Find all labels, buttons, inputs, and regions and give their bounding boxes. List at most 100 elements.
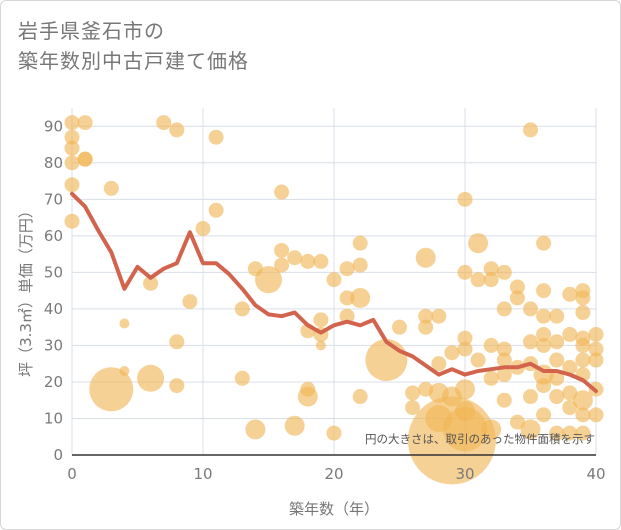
- title-line-2: 築年数別中古戸建て価格: [18, 49, 249, 73]
- x-tick-label: 30: [455, 465, 474, 483]
- bubble-point: [549, 352, 565, 368]
- bubble-point: [496, 264, 512, 280]
- bubble-point: [208, 202, 224, 218]
- bubble-point: [562, 359, 578, 375]
- bubble-point: [575, 425, 591, 441]
- bubble-point: [470, 272, 486, 288]
- bubble-point: [443, 407, 487, 452]
- bubble-point: [103, 180, 119, 196]
- bubble-point: [523, 334, 538, 350]
- y-tick-label: 10: [44, 409, 63, 427]
- bubble-point: [339, 308, 355, 324]
- bubble-point: [315, 340, 326, 351]
- bubble-point: [572, 390, 593, 411]
- bubble-point: [483, 337, 499, 353]
- bubble-point: [536, 326, 552, 342]
- x-tick-label: 0: [67, 465, 77, 483]
- bubble-point: [119, 318, 130, 329]
- bubble-point: [392, 319, 407, 335]
- bubble-point: [284, 415, 305, 436]
- bubble-point: [405, 400, 421, 416]
- bubble-point: [195, 221, 211, 237]
- bubble-point: [300, 253, 316, 269]
- y-ticks: 0 10 20 30 40 50 60 70 80 90: [44, 117, 63, 464]
- bubble-point: [444, 345, 460, 361]
- bubble-point: [483, 272, 499, 288]
- bubble-point: [470, 352, 486, 368]
- bubble-point: [562, 425, 578, 441]
- bubble-point: [483, 261, 499, 277]
- bubble-point: [575, 352, 591, 368]
- bubble-point: [169, 122, 185, 138]
- bubble-point: [418, 381, 434, 397]
- bubble-point: [64, 177, 80, 193]
- bubble-point: [549, 370, 565, 386]
- bubble-point: [234, 370, 250, 386]
- bubble-point: [247, 261, 263, 277]
- bubble-point: [208, 129, 224, 145]
- y-tick-label: 90: [44, 117, 63, 135]
- bubble-point: [509, 279, 525, 295]
- bubble-point: [425, 404, 453, 432]
- bubble-point: [536, 378, 552, 394]
- bubble-point: [339, 290, 355, 306]
- bubble-point: [523, 389, 538, 405]
- bubble-point: [457, 191, 473, 207]
- bubble-point: [137, 364, 165, 392]
- bubble-point: [496, 341, 512, 357]
- bubble-point: [549, 389, 565, 405]
- bubble-point: [169, 378, 185, 394]
- bubble-point: [326, 272, 342, 288]
- bubble-point: [549, 425, 565, 441]
- bubble-point: [169, 334, 185, 350]
- bubble-point: [536, 235, 552, 251]
- bubble-point: [562, 326, 578, 342]
- x-axis-label: 築年数（年）: [289, 500, 379, 518]
- bubble-point: [536, 407, 552, 423]
- bubble-point: [352, 257, 368, 273]
- bubble-point: [549, 308, 565, 324]
- bubble-point: [455, 379, 475, 400]
- x-tick-label: 10: [193, 465, 212, 483]
- bubble-point: [457, 264, 473, 280]
- y-tick-label: 70: [44, 190, 63, 208]
- bubble-point: [575, 305, 591, 321]
- bubble-point: [509, 290, 525, 306]
- x-tick-label: 20: [324, 465, 343, 483]
- y-tick-label: 20: [44, 373, 63, 391]
- bubbles: [64, 115, 604, 485]
- bubble-point: [575, 407, 591, 423]
- bubble-point: [455, 401, 475, 422]
- bubble-point: [562, 286, 578, 302]
- chart-title: 岩手県釜石市の 築年数別中古戸建て価格: [18, 16, 249, 76]
- bubble-point: [64, 140, 80, 156]
- bubble-point: [352, 235, 368, 251]
- bubble-point: [255, 266, 282, 294]
- bubble-point: [457, 341, 473, 357]
- bubble-point: [274, 242, 290, 258]
- bubble-point: [523, 301, 538, 317]
- bubble-point: [418, 319, 434, 335]
- y-tick-label: 80: [44, 154, 63, 172]
- bubble-point: [562, 385, 578, 401]
- bubble-point: [119, 365, 130, 376]
- bubble-point: [156, 115, 172, 131]
- bubble-point: [588, 341, 604, 357]
- bubble-point: [405, 385, 421, 401]
- bubble-point: [287, 250, 303, 266]
- bubble-point: [143, 275, 159, 291]
- bubble-point: [536, 337, 552, 353]
- bubble-point: [245, 419, 266, 440]
- bubble-point: [496, 301, 512, 317]
- bubble-point: [365, 339, 408, 382]
- bubble-point: [300, 381, 316, 397]
- bubble-point: [350, 287, 371, 308]
- bubble-point: [588, 407, 604, 423]
- y-tick-label: 50: [44, 263, 63, 281]
- bubble-point: [89, 367, 134, 412]
- bubble-point: [64, 129, 80, 145]
- bubble-point: [431, 356, 447, 372]
- bubble-point: [313, 253, 329, 269]
- x-ticks: 0 10 20 30 40: [67, 465, 605, 483]
